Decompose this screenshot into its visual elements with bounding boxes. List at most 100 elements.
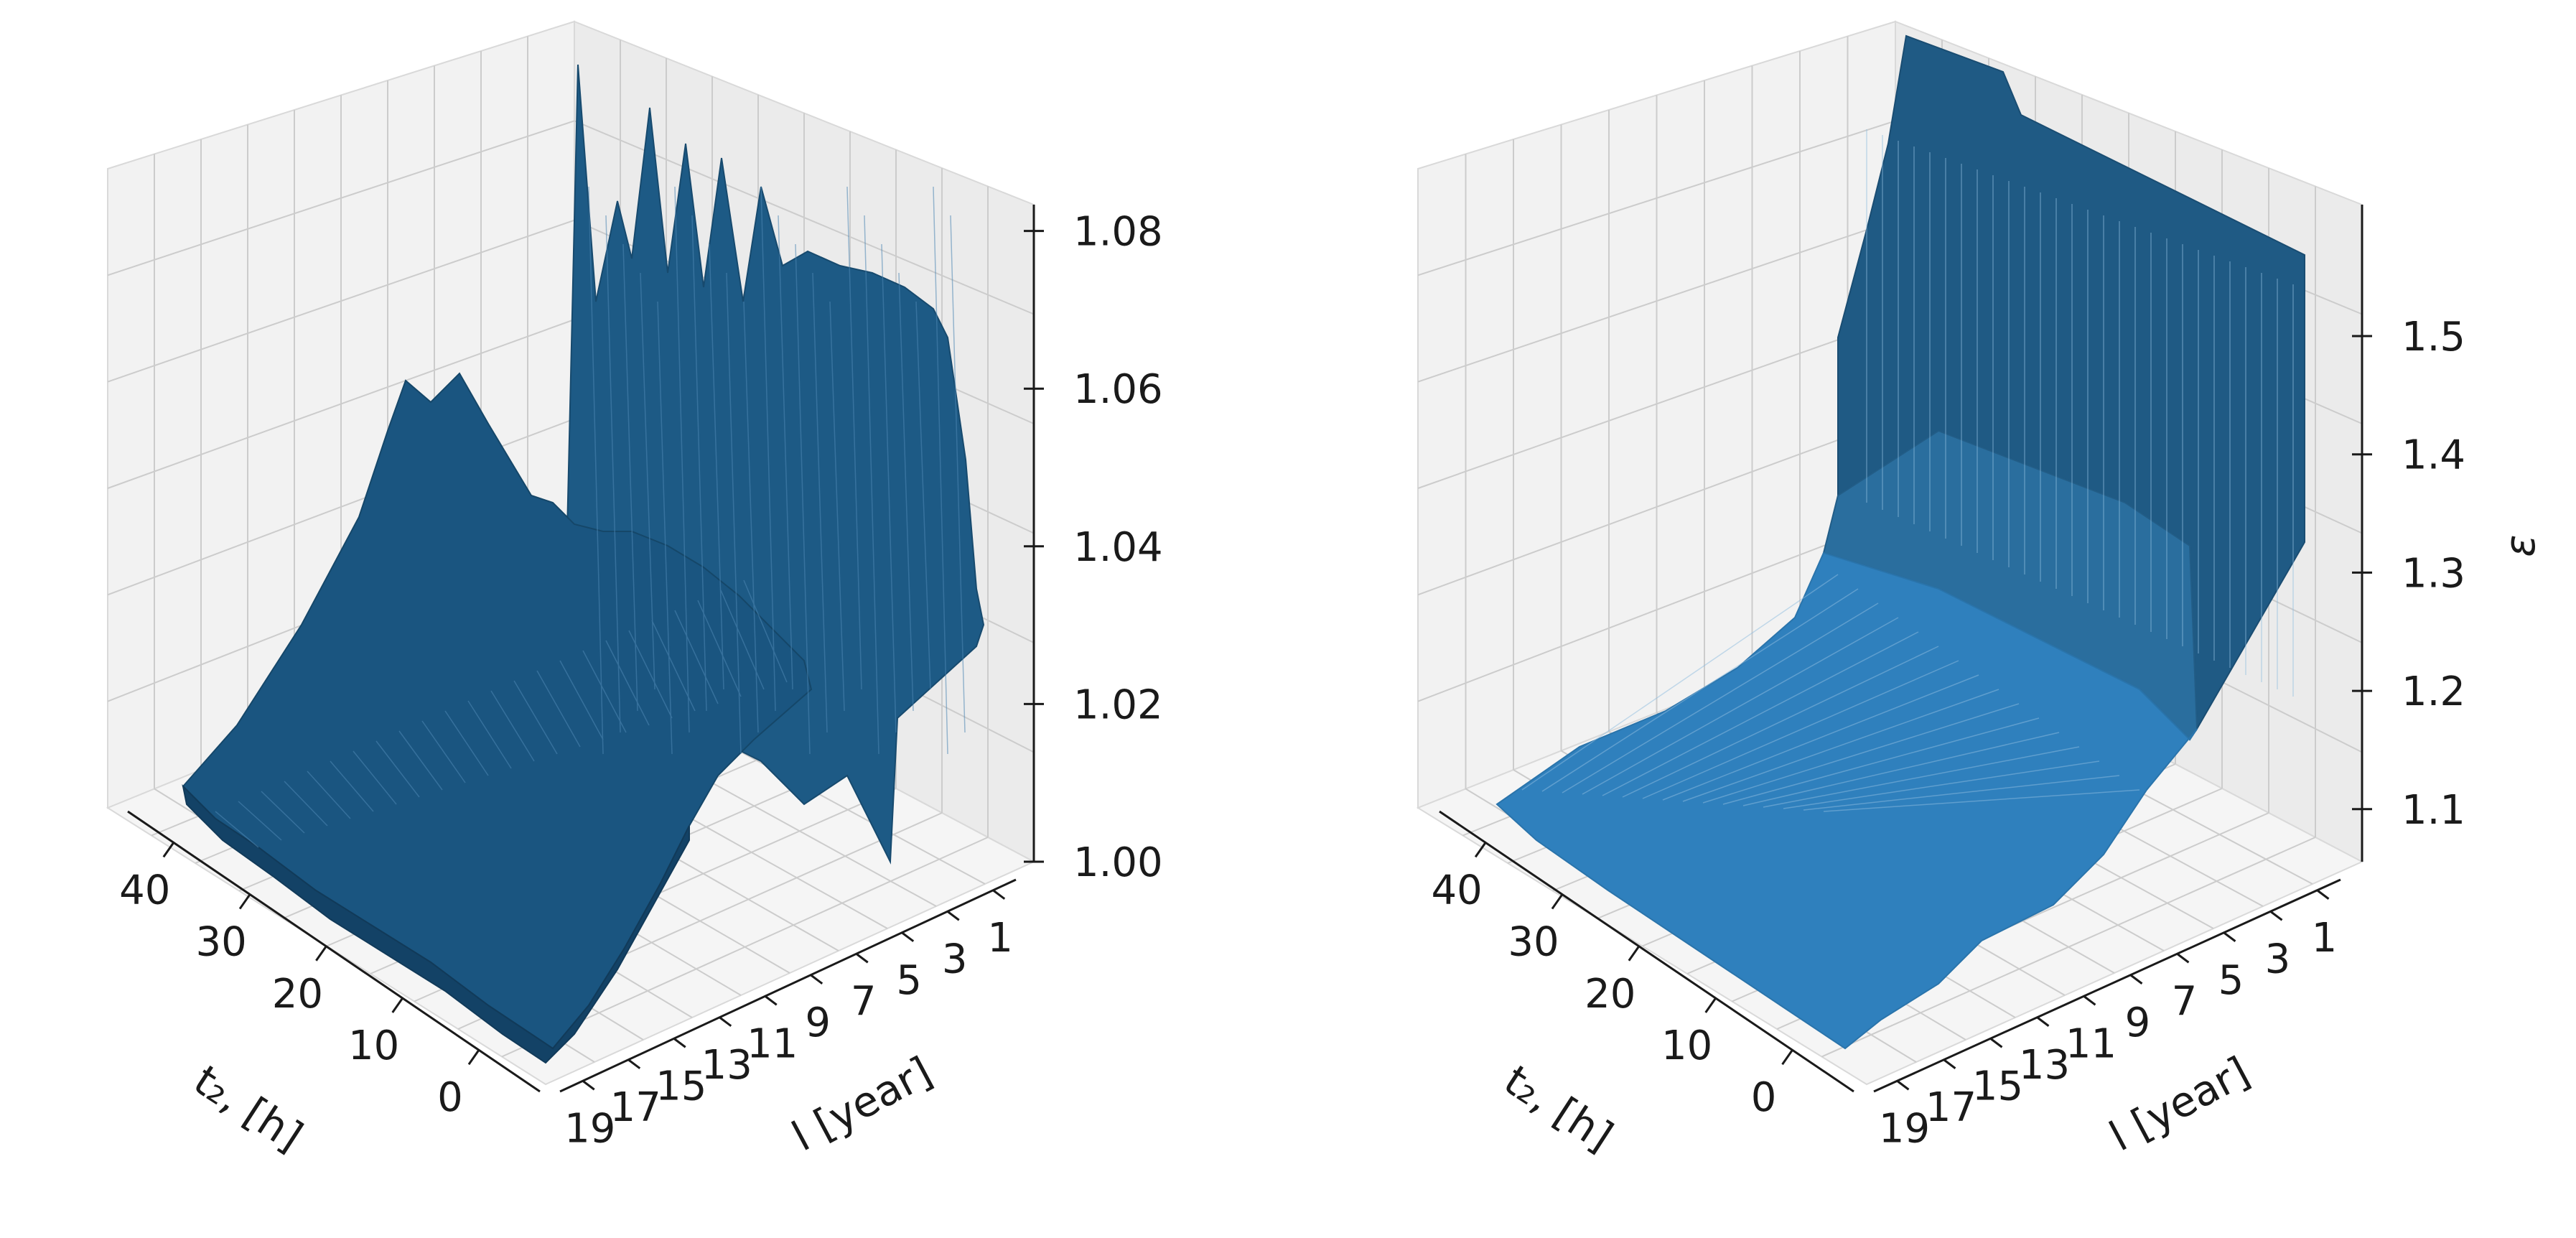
left-mesh-line bbox=[933, 186, 948, 755]
left-y-tick bbox=[764, 995, 778, 1006]
right-y-tick bbox=[2176, 953, 2190, 964]
right-y-tick-label: 1 bbox=[2312, 915, 2338, 962]
left-x-tick bbox=[467, 1049, 480, 1066]
right-y-tick-label: 9 bbox=[2125, 1000, 2151, 1046]
left-z-tick-label: 1.06 bbox=[1073, 366, 1163, 413]
right-mesh-line bbox=[1582, 617, 1899, 795]
left-mesh-line bbox=[353, 750, 397, 805]
left-mesh-line bbox=[726, 272, 742, 755]
left-y-tick-label: 3 bbox=[942, 936, 968, 982]
right-y-tick-label: 13 bbox=[2019, 1042, 2070, 1089]
right-mesh-line bbox=[1642, 660, 1959, 799]
left-mesh-line bbox=[674, 610, 719, 704]
right-z-tick-label: 1.5 bbox=[2402, 314, 2465, 360]
left-y-axis-label: l [year] bbox=[784, 1047, 940, 1160]
left-x-axis bbox=[127, 810, 541, 1093]
left-mesh-line bbox=[330, 760, 374, 812]
left-y-tick bbox=[855, 953, 869, 964]
left-mesh-line bbox=[284, 781, 328, 827]
left-mesh-line bbox=[444, 710, 489, 776]
right-mesh-line bbox=[1742, 732, 2060, 806]
left-mesh-line bbox=[628, 630, 673, 719]
right-mesh-line bbox=[1562, 602, 1879, 793]
right-mesh-line bbox=[1682, 689, 1999, 802]
left-x-tick-label: 30 bbox=[195, 919, 246, 966]
right-z-tick-label: 1.2 bbox=[2402, 669, 2465, 715]
left-mesh-line bbox=[605, 215, 621, 733]
right-floor-grid-line bbox=[1821, 837, 2316, 1058]
right-x-ticks: 40 30 20 10 0 bbox=[1431, 842, 1793, 1121]
left-x-axis-label: t₂, [h] bbox=[185, 1056, 311, 1161]
left-y-tick-label: 11 bbox=[747, 1020, 798, 1067]
left-mesh-line bbox=[778, 215, 793, 690]
right-mesh-line bbox=[1541, 588, 1859, 792]
left-y-tick bbox=[901, 931, 915, 942]
right-x-axis bbox=[1439, 810, 1854, 1093]
left-mesh-line bbox=[720, 590, 765, 690]
left-y-tick bbox=[582, 1080, 595, 1091]
left-mesh-line bbox=[846, 186, 862, 690]
right-surface bbox=[1495, 34, 2305, 1050]
left-mesh-line bbox=[812, 272, 828, 733]
right-x-axis-label: t₂, [h] bbox=[1495, 1056, 1621, 1161]
right-mesh-line bbox=[1803, 775, 2120, 811]
left-mesh-line bbox=[743, 301, 759, 733]
left-x-tick bbox=[391, 997, 403, 1013]
left-mesh-line bbox=[622, 243, 638, 712]
left-y-tick bbox=[992, 889, 1006, 900]
left-y-tick-label: 17 bbox=[610, 1084, 661, 1131]
right-y-tick-label: 15 bbox=[1972, 1063, 2023, 1109]
left-mesh-line bbox=[697, 600, 742, 697]
left-surface-mesh bbox=[215, 186, 966, 848]
right-mesh-line bbox=[1722, 717, 2040, 805]
left-x-tick-label: 40 bbox=[119, 867, 170, 913]
left-mesh-line bbox=[559, 660, 604, 740]
left-mesh-line bbox=[261, 791, 305, 834]
right-y-tick bbox=[2083, 995, 2096, 1006]
right-y-tick bbox=[2316, 889, 2330, 900]
right-mesh-line bbox=[1823, 789, 2140, 812]
right-x-tick bbox=[1551, 893, 1564, 910]
left-mesh-line bbox=[582, 650, 627, 733]
right-y-tick bbox=[1896, 1080, 1910, 1091]
left-surface-front-face bbox=[182, 783, 690, 1064]
left-mesh-line bbox=[490, 690, 535, 762]
right-y-tick-label: 5 bbox=[2218, 957, 2244, 1004]
right-y-tick bbox=[2269, 911, 2283, 921]
right-x-tick bbox=[1704, 997, 1717, 1013]
right-mesh-line bbox=[1622, 646, 1939, 798]
right-y-axis-label: l [year] bbox=[2101, 1047, 2257, 1160]
left-mesh-line bbox=[950, 215, 966, 733]
right-y-tick-label: 17 bbox=[1926, 1084, 1977, 1131]
left-y-tick bbox=[627, 1058, 641, 1069]
right-y-tick-label: 3 bbox=[2265, 936, 2291, 982]
left-y-tick bbox=[719, 1016, 732, 1027]
left-y-axis bbox=[559, 878, 1017, 1093]
left-y-tick-label: 9 bbox=[805, 1000, 831, 1046]
left-mesh-line bbox=[743, 580, 788, 683]
left-mesh-line bbox=[398, 730, 443, 791]
right-y-tick-label: 7 bbox=[2172, 978, 2198, 1025]
right-y-tick-label: 19 bbox=[1879, 1105, 1930, 1152]
right-x-tick bbox=[1781, 1049, 1793, 1066]
right-z-axis-label: ε bbox=[2496, 534, 2544, 557]
left-mesh-line bbox=[238, 801, 282, 841]
left-mesh-line bbox=[640, 272, 655, 690]
right-z-tick-label: 1.3 bbox=[2402, 550, 2465, 597]
left-y-tick bbox=[810, 974, 823, 985]
right-mesh-line bbox=[1521, 574, 1839, 791]
left-mesh-line bbox=[513, 680, 558, 755]
left-y-tick-label: 5 bbox=[896, 957, 922, 1004]
left-grid-line bbox=[107, 120, 1035, 315]
left-mesh-line bbox=[881, 243, 897, 733]
right-y-tick bbox=[1989, 1038, 2003, 1048]
left-mesh-line bbox=[709, 243, 724, 690]
left-mesh-line bbox=[795, 243, 811, 755]
right-mesh-line bbox=[1602, 631, 1919, 796]
left-mesh-line bbox=[657, 301, 673, 755]
right-y-tick-label: 11 bbox=[2066, 1020, 2117, 1067]
